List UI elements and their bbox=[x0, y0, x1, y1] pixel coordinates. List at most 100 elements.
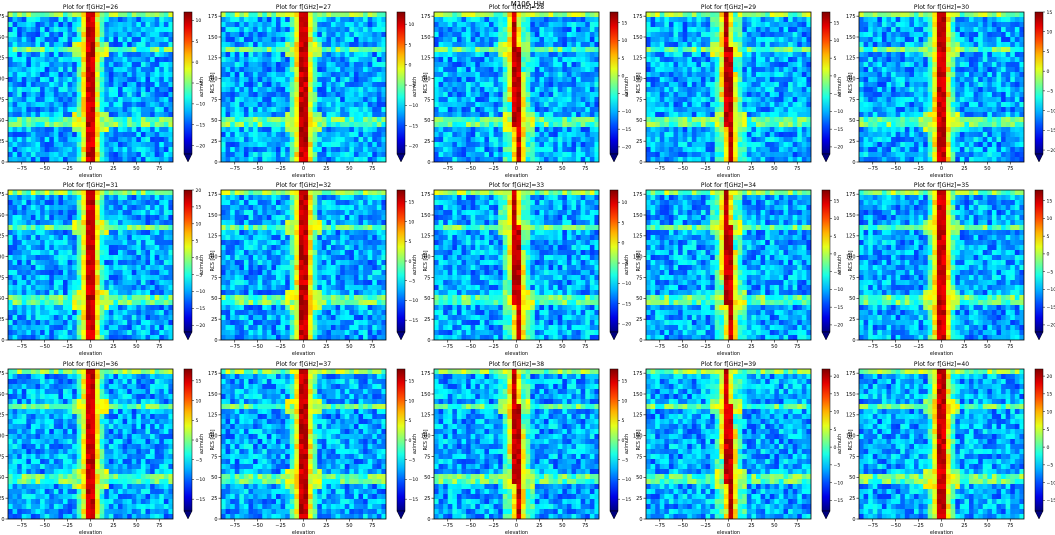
heatmap-cell bbox=[136, 132, 142, 138]
heatmap-cell bbox=[756, 82, 761, 88]
heatmap-cell bbox=[108, 117, 114, 123]
heatmap-cell bbox=[778, 47, 784, 53]
heatmap-cell bbox=[687, 117, 693, 123]
heatmap-cell bbox=[349, 137, 355, 143]
heatmap-cell bbox=[367, 62, 373, 68]
heatmap-cell bbox=[326, 47, 332, 53]
heatmap-cell bbox=[456, 87, 462, 93]
heatmap-cell bbox=[516, 27, 522, 33]
heatmap-cell bbox=[30, 32, 36, 38]
heatmap-cell bbox=[159, 52, 165, 58]
heatmap-cell bbox=[792, 112, 798, 118]
heatmap-cell bbox=[728, 97, 734, 103]
heatmap-cell bbox=[243, 117, 249, 123]
heatmap-cell bbox=[723, 127, 729, 133]
heatmap-cell bbox=[35, 102, 41, 108]
colorbar-tick-label: 0 bbox=[622, 74, 625, 80]
heatmap-cell bbox=[576, 152, 581, 158]
heatmap-cell bbox=[991, 27, 997, 33]
heatmap-cell bbox=[673, 112, 679, 118]
heatmap-cell bbox=[576, 67, 581, 73]
heatmap-cell bbox=[701, 157, 706, 162]
heatmap-cell bbox=[225, 27, 231, 33]
heatmap-cell bbox=[122, 137, 128, 143]
heatmap-cell bbox=[76, 17, 82, 23]
heatmap-cell bbox=[30, 112, 36, 118]
heatmap-cell bbox=[664, 82, 670, 88]
heatmap-cell bbox=[959, 42, 965, 48]
heatmap-cell bbox=[17, 22, 23, 28]
heatmap-cell bbox=[733, 97, 738, 103]
heatmap-cell bbox=[344, 22, 350, 28]
heatmap-cell bbox=[760, 37, 766, 43]
heatmap-cell bbox=[358, 12, 364, 18]
heatmap-cell bbox=[719, 72, 725, 78]
heatmap-cell bbox=[682, 142, 688, 148]
heatmap-cell bbox=[40, 17, 45, 23]
heatmap-cell bbox=[221, 37, 226, 43]
heatmap-cell bbox=[493, 57, 499, 63]
heatmap-cell bbox=[927, 62, 933, 68]
heatmap-cell bbox=[863, 37, 869, 43]
heatmap-cell bbox=[266, 147, 272, 153]
heatmap-cell bbox=[914, 37, 919, 43]
heatmap-cell bbox=[253, 22, 258, 28]
heatmap-cell bbox=[797, 57, 803, 63]
heatmap-cell bbox=[668, 22, 674, 28]
heatmap-cell bbox=[756, 117, 761, 123]
heatmap-cell bbox=[8, 82, 13, 88]
heatmap-cell bbox=[769, 47, 775, 53]
heatmap-cell bbox=[797, 42, 803, 48]
heatmap-cell bbox=[234, 102, 240, 108]
heatmap-cell bbox=[363, 47, 368, 53]
heatmap-cell bbox=[484, 142, 490, 148]
heatmap-cell bbox=[895, 32, 901, 38]
heatmap-cell bbox=[118, 92, 123, 98]
heatmap-cell bbox=[331, 102, 336, 108]
heatmap-cell bbox=[168, 12, 173, 18]
heatmap-cell bbox=[21, 92, 27, 98]
heatmap-cell bbox=[225, 92, 231, 98]
heatmap-cell bbox=[557, 107, 563, 113]
heatmap-cell bbox=[737, 92, 743, 98]
heatmap-cell bbox=[553, 112, 559, 118]
heatmap-cell bbox=[285, 17, 291, 23]
heatmap-cell bbox=[783, 147, 789, 153]
heatmap-cell bbox=[113, 17, 119, 23]
heatmap-cell bbox=[710, 132, 716, 138]
heatmap-cell bbox=[742, 137, 748, 143]
heatmap-cell bbox=[136, 107, 142, 113]
heatmap-cell bbox=[678, 27, 683, 33]
heatmap-cell bbox=[122, 67, 128, 73]
heatmap-cell bbox=[525, 47, 531, 53]
heatmap-cell bbox=[248, 12, 254, 18]
heatmap-cell bbox=[516, 57, 522, 63]
heatmap-cell bbox=[113, 62, 119, 68]
heatmap-cell bbox=[668, 37, 674, 43]
heatmap-cell bbox=[298, 157, 304, 162]
heatmap-cell bbox=[72, 67, 78, 73]
heatmap-cell bbox=[168, 22, 173, 28]
heatmap-cell bbox=[594, 52, 599, 58]
heatmap-cell bbox=[159, 132, 165, 138]
heatmap-cell bbox=[886, 57, 892, 63]
heatmap-cell bbox=[376, 82, 382, 88]
heatmap-cell bbox=[521, 37, 526, 43]
heatmap-cell bbox=[136, 112, 142, 118]
heatmap-cell bbox=[489, 27, 494, 33]
heatmap-cell bbox=[248, 107, 254, 113]
heatmap-cell bbox=[136, 142, 142, 148]
heatmap-cell bbox=[664, 92, 670, 98]
heatmap-cell bbox=[566, 37, 572, 43]
heatmap-cell bbox=[271, 42, 277, 48]
heatmap-cell bbox=[557, 117, 563, 123]
heatmap-cell bbox=[475, 32, 481, 38]
heatmap-cell bbox=[230, 97, 236, 103]
heatmap-cell bbox=[461, 122, 467, 128]
heatmap-cell bbox=[964, 47, 970, 53]
heatmap-cell bbox=[253, 122, 258, 128]
heatmap-cell bbox=[1010, 42, 1016, 48]
heatmap-cell bbox=[271, 47, 277, 53]
heatmap-cell bbox=[443, 157, 449, 162]
heatmap-cell bbox=[566, 47, 572, 53]
